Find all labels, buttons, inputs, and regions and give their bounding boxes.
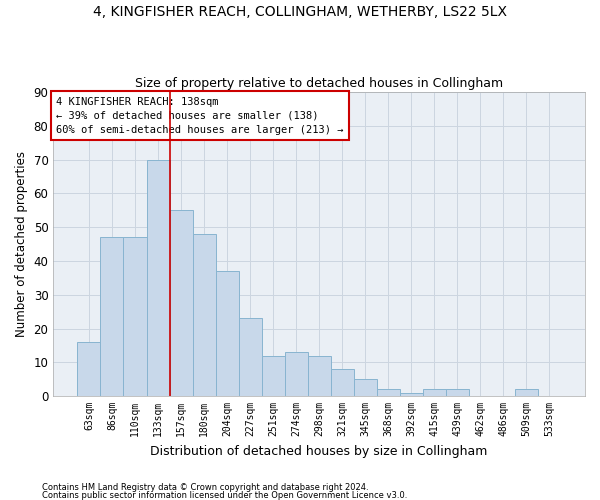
- Bar: [377, 390, 400, 396]
- Bar: [239, 318, 262, 396]
- Bar: [193, 234, 215, 396]
- Bar: [515, 390, 538, 396]
- Title: Size of property relative to detached houses in Collingham: Size of property relative to detached ho…: [135, 76, 503, 90]
- Bar: [331, 369, 353, 396]
- Text: 4, KINGFISHER REACH, COLLINGHAM, WETHERBY, LS22 5LX: 4, KINGFISHER REACH, COLLINGHAM, WETHERB…: [93, 5, 507, 19]
- Bar: [215, 271, 239, 396]
- Bar: [77, 342, 100, 396]
- Bar: [262, 356, 284, 396]
- Bar: [400, 392, 423, 396]
- Text: Contains HM Land Registry data © Crown copyright and database right 2024.: Contains HM Land Registry data © Crown c…: [42, 484, 368, 492]
- Bar: [146, 160, 170, 396]
- Bar: [100, 238, 124, 396]
- Bar: [308, 356, 331, 396]
- Text: 4 KINGFISHER REACH: 138sqm
← 39% of detached houses are smaller (138)
60% of sem: 4 KINGFISHER REACH: 138sqm ← 39% of deta…: [56, 96, 343, 134]
- Bar: [353, 379, 377, 396]
- Text: Contains public sector information licensed under the Open Government Licence v3: Contains public sector information licen…: [42, 490, 407, 500]
- Bar: [284, 352, 308, 396]
- Bar: [446, 390, 469, 396]
- X-axis label: Distribution of detached houses by size in Collingham: Distribution of detached houses by size …: [151, 444, 488, 458]
- Bar: [170, 210, 193, 396]
- Bar: [423, 390, 446, 396]
- Bar: [124, 238, 146, 396]
- Y-axis label: Number of detached properties: Number of detached properties: [15, 151, 28, 337]
